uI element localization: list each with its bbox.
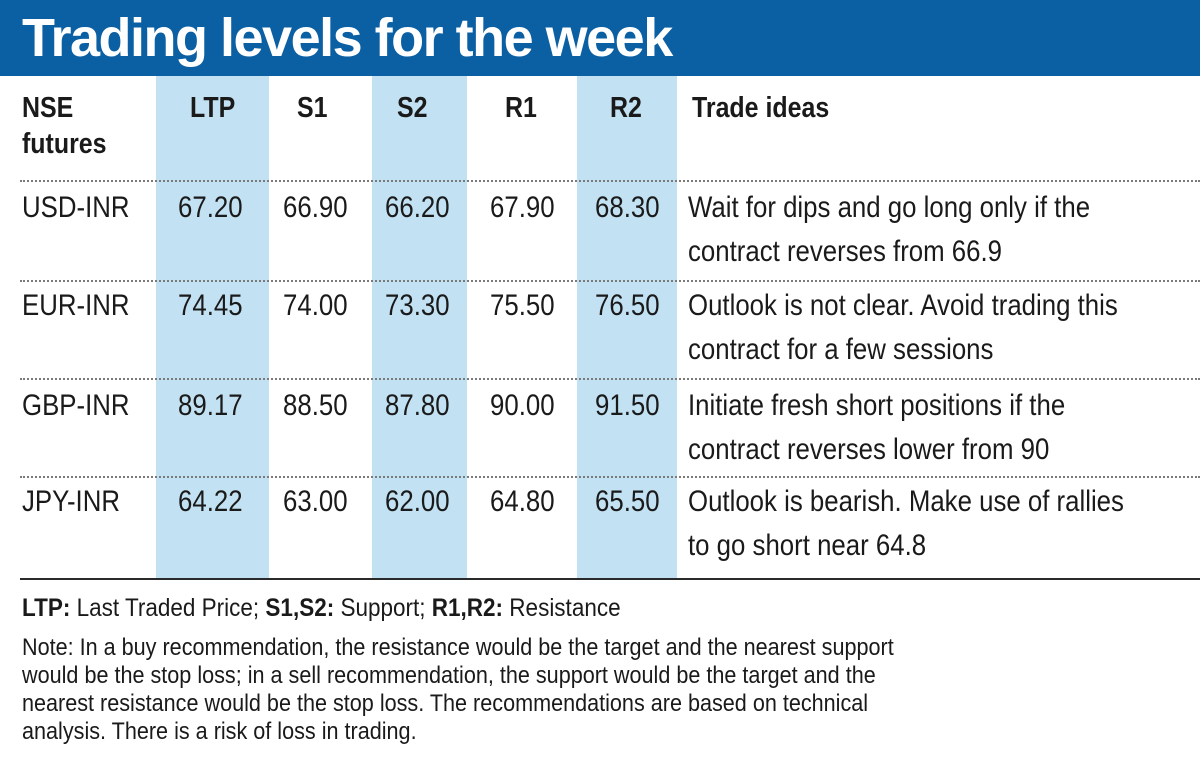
ltp-column-shade — [156, 76, 269, 578]
trade-idea-line: contract for a few sessions — [688, 333, 994, 366]
r2-cell: 68.30 — [595, 191, 660, 224]
s1-cell: 63.00 — [283, 485, 348, 518]
legend-resistance-key: R1,R2: — [431, 594, 504, 622]
trade-idea-line: to go short near 64.8 — [688, 529, 927, 562]
r1-cell: 64.80 — [490, 485, 555, 518]
note-line: Note: In a buy recommendation, the resis… — [22, 634, 894, 661]
legend-ltp-key: LTP: — [22, 594, 71, 622]
page-title: Trading levels for the week — [22, 8, 673, 68]
r2-cell: 65.50 — [595, 485, 660, 518]
s2-cell: 66.20 — [385, 191, 450, 224]
header-instrument-line1: NSE — [22, 92, 74, 124]
s2-cell: 73.30 — [385, 289, 450, 322]
instrument-cell: EUR-INR — [22, 289, 130, 322]
note: Note: In a buy recommendation, the resis… — [22, 634, 894, 746]
legend-support-key: S1,S2: — [265, 594, 335, 622]
instrument-cell: GBP-INR — [22, 389, 130, 422]
s1-cell: 74.00 — [283, 289, 348, 322]
r1-cell: 90.00 — [490, 389, 555, 422]
r2-cell: 91.50 — [595, 389, 660, 422]
legend: LTP: Last Traded Price; S1,S2: Support; … — [22, 592, 621, 624]
trade-idea-line: Wait for dips and go long only if the — [688, 191, 1091, 224]
trade-idea-cell: Wait for dips and go long only if the co… — [688, 186, 1090, 274]
trade-idea-line: contract reverses from 66.9 — [688, 235, 1003, 268]
trade-idea-line: Initiate fresh short positions if the — [688, 389, 1066, 422]
ltp-cell: 74.45 — [178, 289, 243, 322]
ltp-cell: 89.17 — [178, 389, 243, 422]
legend-support-text: Support; — [334, 594, 432, 622]
trade-idea-line: Outlook is bearish. Make use of rallies — [688, 485, 1124, 518]
s1-cell: 66.90 — [283, 191, 348, 224]
header-instrument-line2: futures — [22, 128, 107, 160]
ltp-cell: 64.22 — [178, 485, 243, 518]
row-divider — [20, 476, 1200, 478]
r1-cell: 67.90 — [490, 191, 555, 224]
header-instrument: NSE futures — [22, 90, 107, 162]
legend-resistance-text: Resistance — [503, 594, 621, 622]
row-divider — [20, 180, 1200, 182]
r1-cell: 75.50 — [490, 289, 555, 322]
header-s1: S1 — [297, 92, 328, 124]
row-divider — [20, 280, 1200, 282]
trade-idea-line: contract reverses lower from 90 — [688, 433, 1050, 466]
r2-column-shade — [577, 76, 677, 578]
s2-cell: 87.80 — [385, 389, 450, 422]
header-ltp: LTP — [190, 92, 236, 124]
instrument-cell: USD-INR — [22, 191, 130, 224]
row-divider — [20, 378, 1200, 380]
legend-ltp-text: Last Traded Price; — [70, 594, 266, 622]
instrument-cell: JPY-INR — [22, 485, 120, 518]
table-bottom-rule — [20, 578, 1200, 580]
header-s2: S2 — [397, 92, 428, 124]
s2-cell: 62.00 — [385, 485, 450, 518]
header-r1: R1 — [505, 92, 537, 124]
trade-idea-cell: Outlook is bearish. Make use of rallies … — [688, 480, 1124, 568]
header-trade-ideas: Trade ideas — [692, 92, 830, 124]
s2-column-shade — [372, 76, 467, 578]
ltp-cell: 67.20 — [178, 191, 243, 224]
note-line: would be the stop loss; in a sell recomm… — [22, 662, 876, 689]
note-line: nearest resistance would be the stop los… — [22, 690, 869, 717]
header-r2: R2 — [610, 92, 642, 124]
note-line: analysis. There is a risk of loss in tra… — [22, 718, 417, 745]
trade-idea-line: Outlook is not clear. Avoid trading this — [688, 289, 1118, 322]
trade-idea-cell: Outlook is not clear. Avoid trading this… — [688, 284, 1118, 372]
s1-cell: 88.50 — [283, 389, 348, 422]
r2-cell: 76.50 — [595, 289, 660, 322]
title-bar: Trading levels for the week — [0, 0, 1200, 76]
trade-idea-cell: Initiate fresh short positions if the co… — [688, 384, 1065, 472]
